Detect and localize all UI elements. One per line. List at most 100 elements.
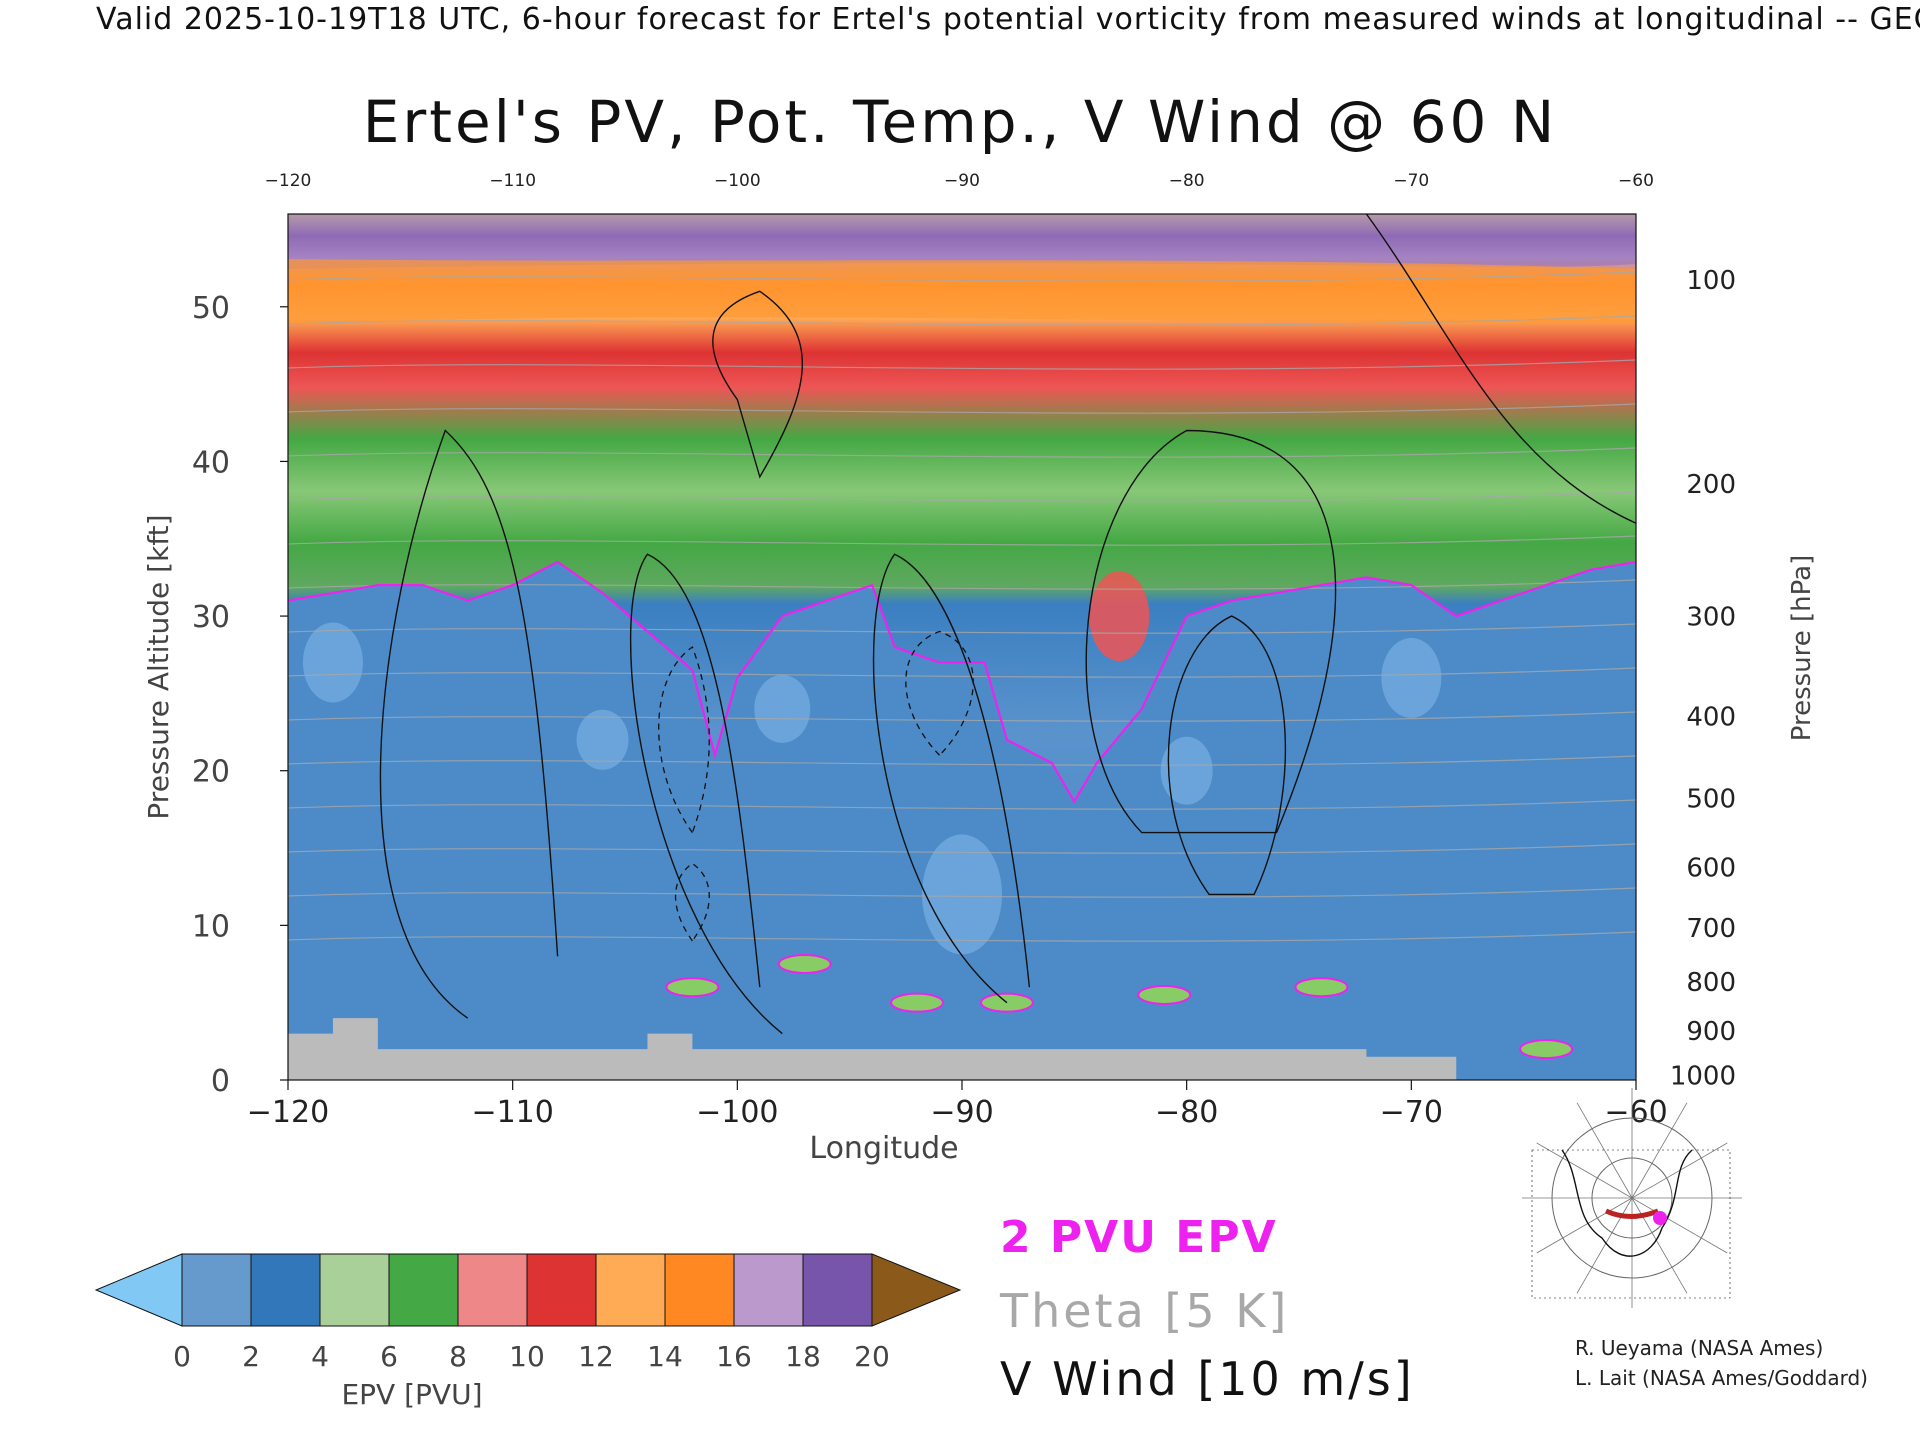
low-pv-blob-0 <box>665 977 720 998</box>
low-pv-blob-6 <box>1519 1039 1574 1060</box>
y-tick-label-1: 10 <box>192 909 230 944</box>
credit-2: L. Lait (NASA Ames/Goddard) <box>1575 1366 1868 1390</box>
theta-line-1 <box>288 315 1636 326</box>
colorbar-tick-label-4: 8 <box>449 1340 467 1373</box>
troposphere-fill <box>288 561 1636 1080</box>
header-text: Valid 2025-10-19T18 UTC, 6-hour forecast… <box>96 2 1920 37</box>
theta-line-13 <box>288 843 1636 854</box>
vwind-contour-2 <box>872 553 1031 1004</box>
pressure-tick-label-4: 500 <box>1686 784 1736 814</box>
map-meridian-30 <box>1631 1197 1728 1254</box>
low-pv-blob-2 <box>890 992 945 1013</box>
y-tick-label-0: 0 <box>211 1064 230 1099</box>
theta-line-15 <box>288 931 1636 942</box>
light-patch-0 <box>302 622 363 703</box>
red-intrusion <box>1089 571 1150 662</box>
theta-line-14 <box>288 887 1636 898</box>
x-tick-label-2: −100 <box>696 1095 778 1130</box>
colorbar-tick-label-9: 18 <box>785 1340 821 1373</box>
credit-1: R. Ueyama (NASA Ames) <box>1575 1336 1824 1360</box>
low-pv-blob-1 <box>777 954 832 975</box>
top-tick-label-6: −60 <box>1618 171 1654 191</box>
x-tick-label-4: −80 <box>1155 1095 1218 1130</box>
colorbar-over-arrow <box>871 1253 962 1327</box>
ground-mask <box>288 1018 1636 1080</box>
pressure-tick-label-0: 100 <box>1686 266 1736 296</box>
colorbar-tick-label-1: 2 <box>242 1340 260 1373</box>
map-cross-section <box>1604 1208 1659 1219</box>
colorbar-segment-8 <box>734 1254 803 1326</box>
light-patch-4 <box>1381 637 1442 718</box>
vwind-contour-0 <box>379 429 559 1019</box>
map-meridian-300 <box>1631 1102 1688 1199</box>
theta-line-7 <box>288 579 1636 590</box>
top-tick-label-5: −70 <box>1393 171 1429 191</box>
colorbar-segment-7 <box>665 1254 734 1326</box>
colorbar-segment-5 <box>527 1254 596 1326</box>
purple-band <box>288 214 1636 269</box>
axes: −120 −120 −110 −110 −100 −100 −90 −90 −80 −80 −70 −… <box>142 171 1817 1166</box>
tropopause-line <box>288 560 1636 804</box>
y-axis-label: Pressure Altitude [kft] <box>142 514 175 819</box>
legend-vwind: V Wind [10 m/s] <box>1000 1352 1415 1406</box>
light-patch-2 <box>754 674 811 743</box>
vwind-negative-contour-1 <box>905 630 974 757</box>
theta-line-2 <box>288 359 1636 370</box>
colorbar-tick-label-6: 12 <box>578 1340 614 1373</box>
top-tick-label-2: −100 <box>714 171 761 191</box>
top-tick-label-4: −80 <box>1169 171 1205 191</box>
theta-line-8 <box>288 623 1636 634</box>
x-tick-label-3: −90 <box>930 1095 993 1130</box>
map-meridian-210 <box>1536 1142 1633 1199</box>
vwind-contour-6 <box>712 290 804 479</box>
pressure-tick-label-2: 300 <box>1686 602 1736 632</box>
y-tick-label-5: 50 <box>192 291 230 326</box>
colorbar-segment-4 <box>458 1254 527 1326</box>
map-frame <box>1531 1149 1731 1299</box>
vwind-contour-4 <box>1167 615 1286 896</box>
colorbar-under-arrow <box>94 1253 183 1327</box>
legend-theta: Theta [5 K] <box>1000 1284 1290 1338</box>
colorbar-segment-3 <box>389 1254 458 1326</box>
theta-line-6 <box>288 535 1636 546</box>
y-tick-label-3: 30 <box>192 600 230 635</box>
x-tick-label-0: −120 <box>247 1095 329 1130</box>
theta-line-0 <box>288 271 1636 282</box>
colorbar-tick-label-8: 16 <box>716 1340 752 1373</box>
pressure-tick-label-8: 900 <box>1686 1017 1736 1047</box>
pressure-tick-label-7: 800 <box>1686 968 1736 998</box>
colorbar-label: EPV [PVU] <box>341 1378 482 1411</box>
vwind-negative-contour-0 <box>658 645 710 834</box>
chart-title: Ertel's PV, Pot. Temp., V Wind @ 60 N <box>362 88 1558 156</box>
light-patch-1 <box>576 709 629 770</box>
colorbar-tick-label-0: 0 <box>173 1340 191 1373</box>
locator-map <box>1522 1088 1742 1308</box>
pressure-tick-label-1: 200 <box>1686 470 1736 500</box>
theta-line-12 <box>288 799 1636 810</box>
colorbar-segment-2 <box>320 1254 389 1326</box>
map-location-dot <box>1653 1211 1667 1225</box>
colorbar-tick-label-2: 4 <box>311 1340 329 1373</box>
y-tick-label-4: 40 <box>192 445 230 480</box>
theta-line-10 <box>288 711 1636 722</box>
theta-line-9 <box>288 667 1636 678</box>
vwind-contour-3 <box>1085 429 1337 834</box>
low-pv-blob-4 <box>1137 984 1192 1005</box>
colorbar-segment-1 <box>251 1254 320 1326</box>
vwind-contour-5 <box>1365 214 1636 524</box>
y-tick-label-2: 20 <box>192 755 230 790</box>
colorbar-segment-6 <box>596 1254 665 1326</box>
vwind-contour-1 <box>629 553 783 1035</box>
map-bg <box>1532 1150 1730 1298</box>
top-tick-label-1: −110 <box>489 171 536 191</box>
map-coastline <box>1561 1149 1693 1257</box>
theta-line-11 <box>288 755 1636 766</box>
pressure-tick-label-5: 600 <box>1686 854 1736 884</box>
colorbar-segment-9 <box>803 1254 872 1326</box>
theta-line-5 <box>288 491 1636 502</box>
top-tick-label-0: −120 <box>265 171 312 191</box>
theta-line-4 <box>288 447 1636 458</box>
colorbar-segment-0 <box>182 1254 251 1326</box>
colorbar-tick-label-7: 14 <box>647 1340 683 1373</box>
